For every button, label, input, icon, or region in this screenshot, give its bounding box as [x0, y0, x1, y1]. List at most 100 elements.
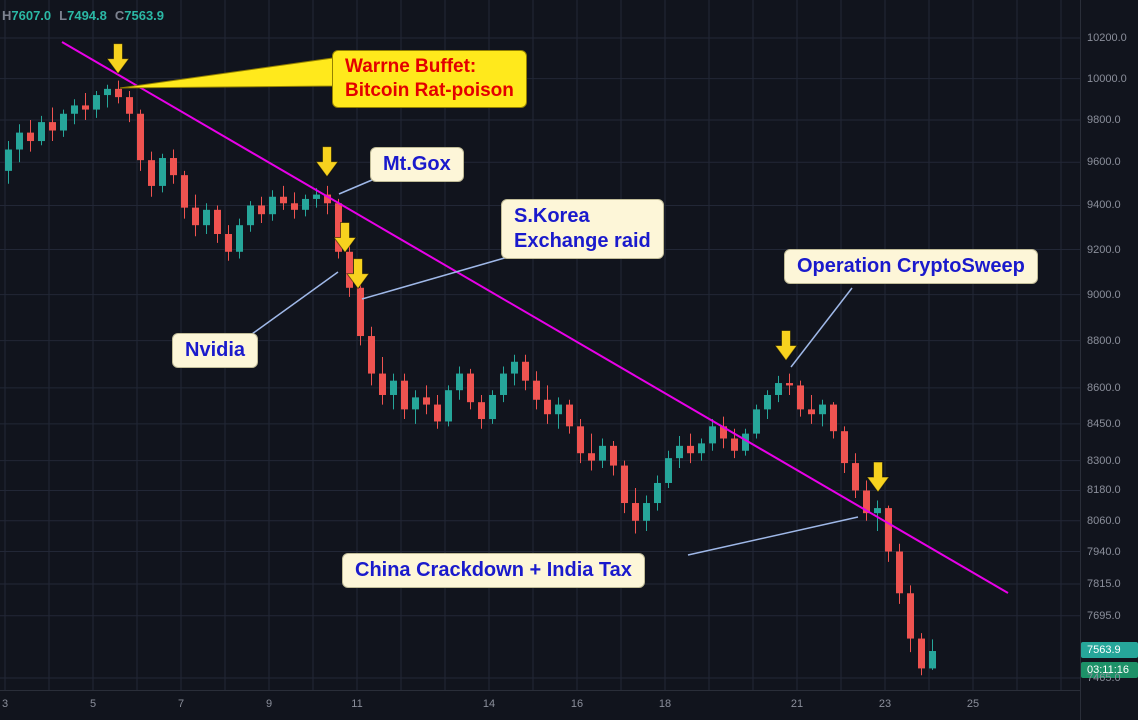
down-arrow-icon[interactable]: [346, 258, 370, 290]
time-tick-label: 18: [658, 698, 672, 710]
down-arrow-icon[interactable]: [774, 329, 798, 362]
callout-connector-line: [790, 287, 853, 368]
chart-pane[interactable]: H7607.0 L7494.8 C7563.9 Warrne Buffet: Bit…: [0, 0, 1080, 690]
price-tick-label: 8180.0: [1087, 484, 1121, 497]
candle-body: [203, 209, 210, 226]
down-arrow-icon[interactable]: [866, 461, 890, 493]
down-arrow-icon[interactable]: [315, 146, 339, 178]
candle-body: [357, 287, 364, 337]
candle-body: [302, 198, 309, 210]
candle-body: [753, 409, 760, 434]
candle-body: [819, 404, 826, 415]
legend-close-key: C: [114, 8, 125, 23]
callout-skorea-exchange-raid[interactable]: S.Korea Exchange raid: [501, 199, 664, 259]
candle-body: [38, 122, 45, 142]
callout-warren-buffet[interactable]: Warrne Buffet: Bitcoin Rat-poison: [332, 50, 527, 108]
candle-body: [500, 373, 507, 395]
candle-body: [71, 105, 78, 114]
legend-close-value: 7563.9: [124, 8, 165, 23]
callout-operation-cryptosweep[interactable]: Operation CryptoSweep: [784, 249, 1038, 284]
candle-body: [5, 149, 12, 171]
callout-connector-line: [251, 271, 339, 335]
candle-body: [621, 465, 628, 504]
price-axis[interactable]: 7563.9 03:11:16 10200.0 10000.0 9800.0 9600…: [1080, 0, 1138, 720]
candle-body: [390, 380, 397, 395]
price-tick-label: 9800.0: [1087, 114, 1121, 127]
price-tick-label: 9400.0: [1087, 199, 1121, 212]
price-tick-label: 7695.0: [1087, 609, 1121, 622]
time-tick-label: 3: [1, 698, 9, 710]
candle-body: [698, 443, 705, 454]
time-tick-label: 16: [570, 698, 584, 710]
time-axis[interactable]: 3 5 7 9 11 14 16 18 21 23 25: [0, 690, 1080, 720]
candle-body: [588, 453, 595, 461]
candle-body: [687, 445, 694, 454]
candle-body: [423, 397, 430, 405]
candle-body: [291, 203, 298, 210]
price-tick-label: 10000.0: [1087, 72, 1127, 85]
candle-body: [874, 508, 881, 514]
down-arrow-icon[interactable]: [333, 221, 357, 254]
candle-body: [434, 404, 441, 422]
time-tick-label: 11: [351, 698, 363, 710]
candle-body: [654, 482, 661, 504]
candle-body: [665, 458, 672, 483]
candle-body: [566, 404, 573, 427]
legend-low-value: 7494.8: [67, 8, 107, 23]
candle-body: [214, 209, 221, 235]
candle-body: [247, 205, 254, 226]
candle-body: [379, 373, 386, 395]
candle-body: [313, 194, 320, 199]
callout-connector-line: [338, 179, 373, 195]
callout-nvidia[interactable]: Nvidia: [172, 333, 259, 368]
down-arrow-icon[interactable]: [106, 43, 130, 75]
candle-body: [27, 132, 34, 142]
candle-body: [368, 336, 375, 374]
candle-body: [93, 95, 100, 110]
candle-body: [808, 409, 815, 415]
legend-low-key: L: [59, 8, 68, 23]
candle-body: [82, 105, 89, 110]
callout-connector-line: [361, 256, 509, 300]
price-tick-label: 9600.0: [1087, 156, 1121, 169]
candle-body: [511, 361, 518, 374]
candle-body: [225, 234, 232, 252]
candle-body: [115, 88, 122, 98]
candle-body: [478, 402, 485, 420]
callout-mtgox[interactable]: Mt.Gox: [370, 147, 464, 182]
last-price-badge: 7563.9: [1081, 642, 1138, 659]
candle-body: [49, 122, 56, 131]
time-tick-label: 7: [177, 698, 185, 710]
candle-body: [533, 380, 540, 400]
candle-body: [797, 385, 804, 410]
candle-body: [643, 503, 650, 521]
candle-body: [885, 508, 892, 552]
price-tick-label: 9200.0: [1087, 243, 1121, 256]
candle-body: [335, 203, 342, 252]
candle-body: [742, 433, 749, 451]
candle-body: [786, 383, 793, 386]
trendline[interactable]: [61, 41, 1009, 594]
candle-body: [610, 445, 617, 466]
candle-body: [159, 158, 166, 186]
candle-body: [775, 383, 782, 395]
price-tick-label: 9000.0: [1087, 288, 1121, 301]
legend-close: C7563.9: [115, 8, 172, 23]
time-tick-label: 23: [878, 698, 892, 710]
candle-body: [236, 225, 243, 252]
candle-body: [577, 426, 584, 454]
candle-body: [841, 431, 848, 464]
candle-body: [346, 251, 353, 288]
price-tick-label: 8060.0: [1087, 514, 1121, 527]
candle-body: [896, 551, 903, 594]
legend-low: L7494.8: [59, 8, 115, 23]
candle-body: [632, 503, 639, 521]
price-tick-label: 7815.0: [1087, 578, 1121, 591]
candle-body: [412, 397, 419, 410]
candle-body: [324, 194, 331, 204]
callout-china-crackdown-india-tax[interactable]: China Crackdown + India Tax: [342, 553, 645, 588]
candle-body: [544, 399, 551, 415]
legend-high: H7607.0: [2, 8, 59, 23]
candlestick-chart[interactable]: [0, 0, 1080, 690]
candle-body: [16, 132, 23, 150]
